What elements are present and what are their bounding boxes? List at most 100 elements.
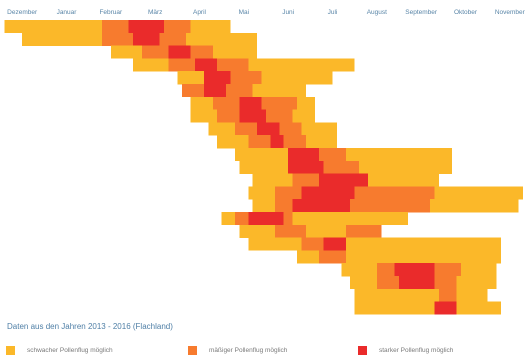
pollen-cell-moderate (376, 276, 399, 290)
pollen-cell-weak (297, 96, 315, 110)
pollen-cell-moderate (319, 250, 346, 264)
pollen-cell-moderate (376, 263, 395, 277)
pollen-cell-weak (239, 160, 289, 174)
pollen-cell-moderate (217, 58, 249, 72)
pollen-cell-moderate (434, 263, 462, 277)
pollen-cell-weak (292, 212, 408, 226)
pollen-cell-strong (434, 301, 457, 315)
pollen-cell-weak (234, 148, 289, 162)
pollen-cell-moderate (279, 122, 302, 136)
pollen-cell-strong (168, 45, 191, 59)
month-label: Mai (239, 9, 249, 16)
pollen-cell-moderate (248, 135, 271, 149)
pollen-cell-strong (394, 263, 435, 277)
pollen-cell-weak (252, 199, 275, 213)
month-label: April (193, 9, 207, 16)
legend-swatch-moderate (188, 346, 197, 355)
pollen-cell-weak (248, 237, 302, 251)
source-note: Daten aus den Jahren 2013 - 2016 (Flachl… (7, 322, 173, 331)
legend-item-moderate: mäßiger Pollenflug möglich (188, 346, 328, 355)
pollen-cell-moderate (164, 20, 191, 34)
pollen-cell-moderate (283, 135, 306, 149)
pollen-cell-weak (434, 186, 524, 200)
pollen-cell-weak (456, 288, 488, 302)
pollen-cell-weak (252, 173, 293, 187)
pollen-cell-moderate (261, 96, 298, 110)
pollen-cell-weak (190, 20, 231, 34)
pollen-cell-moderate (226, 84, 253, 98)
pollen-cell-weak (217, 135, 249, 149)
pollen-cell-weak (345, 250, 501, 264)
pollen-cell-weak (354, 301, 435, 315)
pollen-cell-strong (301, 186, 355, 200)
pollen-cell-weak (461, 263, 497, 277)
pollen-cell-strong (239, 109, 266, 123)
pollen-cell-strong (399, 276, 435, 290)
pollen-cell-strong (288, 160, 324, 174)
pollen-cell-weak (297, 250, 320, 264)
pollen-cell-strong (203, 71, 231, 85)
pollen-cell-moderate (168, 58, 196, 72)
pollen-cell-moderate (190, 45, 213, 59)
pollen-cell-moderate (217, 109, 240, 123)
pollen-cell-moderate (301, 237, 324, 251)
legend-item-strong: starker Pollenflug möglich (358, 346, 453, 355)
pollen-cell-moderate (234, 122, 258, 136)
pollen-cell-strong (133, 32, 160, 46)
pollen-cell-strong (128, 20, 165, 34)
pollen-cell-weak (133, 58, 169, 72)
pollen-cell-moderate (101, 32, 133, 46)
pollen-cell-moderate (323, 160, 360, 174)
pollen-cell-weak (177, 71, 204, 85)
legend-item-weak: schwacher Pollenflug möglich (6, 346, 158, 355)
pollen-cell-weak (248, 186, 275, 200)
pollen-cell-moderate (438, 288, 457, 302)
pollen-cell-weak (4, 20, 102, 34)
pollen-heatmap (4, 20, 524, 315)
pollen-cell-weak (367, 173, 439, 187)
pollen-cell-weak (22, 32, 102, 46)
month-label: Juli (328, 9, 338, 16)
pollen-cell-strong (195, 58, 218, 72)
pollen-cell-moderate (274, 199, 293, 213)
pollen-cell-moderate (159, 32, 187, 46)
pollen-cell-weak (208, 122, 235, 136)
month-label: Januar (57, 9, 78, 16)
pollen-cell-weak (292, 109, 315, 123)
pollen-cell-weak (110, 45, 142, 59)
pollen-cell-moderate (434, 276, 457, 290)
pollen-cell-strong (248, 212, 284, 226)
pollen-cell-moderate (230, 71, 262, 85)
pollen-cell-weak (301, 122, 337, 136)
pollen-cell-moderate (350, 199, 431, 213)
month-label: August (367, 9, 387, 16)
legend-label-weak: schwacher Pollenflug möglich (27, 347, 113, 354)
pollen-cell-strong (239, 96, 262, 110)
pollen-cell-weak (305, 224, 346, 238)
legend-label-strong: starker Pollenflug möglich (379, 347, 454, 354)
legend-label-moderate: mäßiger Pollenflug möglich (209, 347, 288, 354)
legend-swatch-strong (358, 346, 367, 355)
month-label: März (148, 9, 162, 16)
legend-swatch-weak (6, 346, 15, 355)
pollen-cell-weak (456, 301, 501, 315)
pollen-cell-weak (252, 84, 306, 98)
pollen-cell-weak (212, 45, 258, 59)
pollen-cell-weak (305, 135, 337, 149)
pollen-cell-strong (203, 84, 227, 98)
pollen-cell-moderate (274, 186, 302, 200)
pollen-cell-moderate (354, 186, 435, 200)
pollen-cell-weak (350, 276, 377, 290)
pollen-cell-weak (190, 96, 213, 110)
pollen-cell-moderate (266, 109, 293, 123)
pollen-cell-weak (345, 148, 453, 162)
pollen-cell-strong (323, 237, 346, 251)
pollen-cell-weak (359, 160, 453, 174)
pollen-cell-moderate (345, 224, 382, 238)
pollen-cell-strong (257, 122, 280, 136)
pollen-cell-moderate (274, 224, 306, 238)
legend: schwacher Pollenflug möglich mäßiger Pol… (6, 346, 483, 355)
pollen-cell-strong (292, 199, 351, 213)
pollen-cell-weak (186, 32, 258, 46)
